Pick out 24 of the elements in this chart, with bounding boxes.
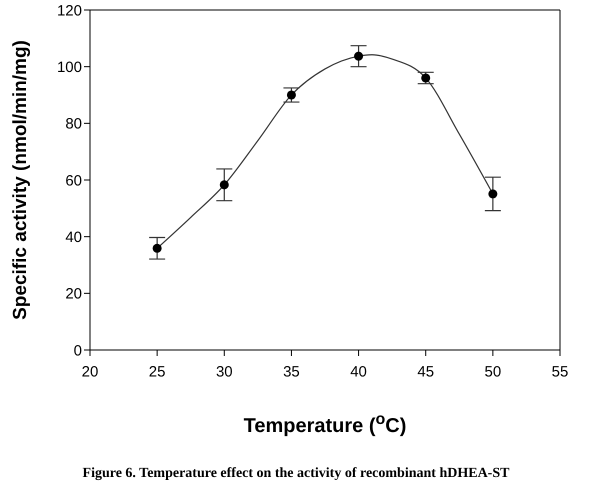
x-tick-label: 40 <box>350 364 367 381</box>
caption: Figure 6. Temperature effect on the activity of recombinant hDHEA-ST <box>82 466 510 482</box>
x-tick-label: 50 <box>484 364 502 381</box>
point <box>152 244 162 253</box>
x-tick-label: 45 <box>417 364 434 381</box>
y-tick-label: 40 <box>65 228 82 246</box>
point <box>286 90 296 100</box>
x-tick-label: 20 <box>82 364 98 381</box>
y-tick-label: 100 <box>56 58 82 76</box>
point <box>354 52 364 61</box>
x-tick-label: 55 <box>552 364 568 381</box>
x-tick-label: 35 <box>283 364 300 381</box>
y-tick-label: 120 <box>56 2 82 20</box>
y-axis-title: Specific activity (nmol/min/mg) <box>10 40 31 320</box>
point <box>488 189 498 198</box>
point <box>421 73 430 83</box>
point <box>220 180 229 190</box>
y-tick-label: 60 <box>65 172 82 190</box>
x-axis-title: Temperature ($^{o}$C) <box>244 410 406 437</box>
x-tick-label: 25 <box>148 364 166 381</box>
y-tick-label: 0 <box>74 342 82 360</box>
y-tick-label: 20 <box>65 286 82 303</box>
y-tick-label: 80 <box>65 116 82 133</box>
x-tick-label: 30 <box>216 364 233 381</box>
